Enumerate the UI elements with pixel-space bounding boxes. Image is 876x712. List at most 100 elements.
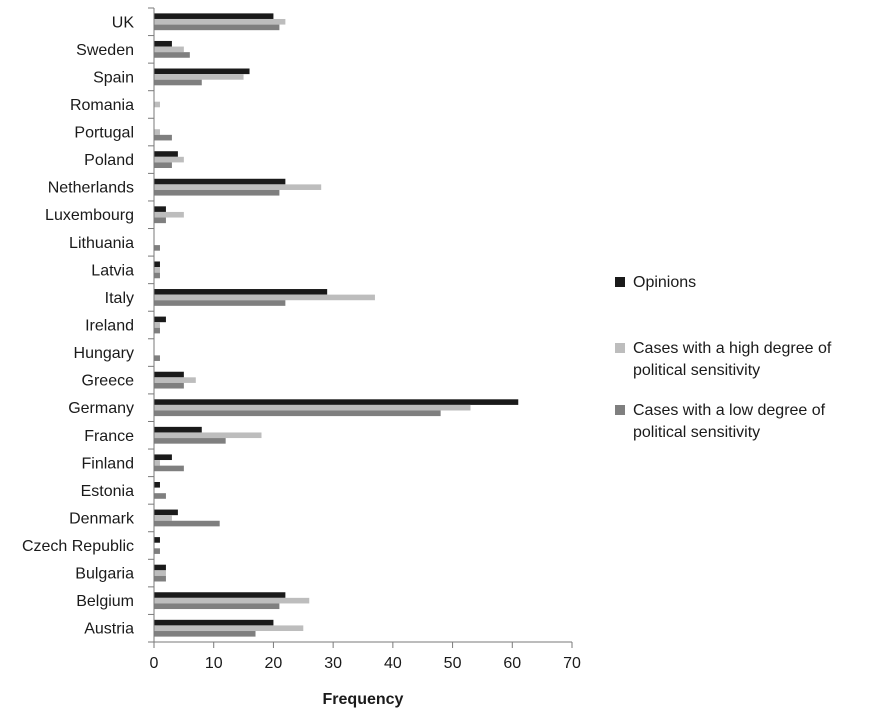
category-label-lithuania: Lithuania [69, 235, 134, 252]
bar-finland-series-1 [154, 454, 172, 461]
axes-layer: UK Sweden Spain Romania Portugal Poland Nether… [22, 7, 581, 672]
bar-france-series-2 [154, 432, 262, 439]
bar-germany-series-3 [154, 410, 441, 417]
bar-greece-series-1 [154, 371, 184, 378]
category-label-austria: Austria [84, 621, 134, 638]
category-label-belgium: Belgium [76, 593, 134, 610]
bar-france-series-1 [154, 426, 202, 433]
bar-denmark-series-3 [154, 520, 220, 527]
category-label-poland: Poland [84, 152, 134, 169]
bar-belgium-series-1 [154, 592, 286, 598]
bar-luxembourg-series-2 [154, 211, 184, 218]
category-label-luxembourg: Luxembourg [45, 207, 134, 224]
bar-luxembourg-series-3 [154, 217, 166, 224]
x-tick-label-0: 0 [150, 655, 159, 672]
category-label-spain: Spain [93, 69, 134, 86]
bar-uk-series-3 [154, 24, 280, 31]
bar-netherlands-series-3 [154, 189, 280, 196]
x-tick-label-30: 30 [324, 655, 342, 672]
category-label-ireland: Ireland [85, 318, 134, 335]
bar-czech-republic-series-3 [154, 548, 160, 554]
category-label-czech-republic: Czech Republic [22, 538, 134, 555]
bar-germany-series-1 [154, 399, 519, 405]
bar-denmark-series-1 [154, 509, 178, 516]
bar-sweden-series-1 [154, 40, 172, 47]
bar-spain-series-2 [154, 74, 244, 80]
x-tick-label-70: 70 [563, 655, 581, 672]
bar-spain-series-3 [154, 79, 202, 86]
bar-hungary-series-3 [154, 355, 160, 361]
bar-spain-series-1 [154, 68, 250, 75]
bar-uk-series-1 [154, 13, 274, 19]
x-tick-label-40: 40 [384, 655, 402, 672]
legend-item-high-sensitivity: Cases with a high degree of political se… [615, 338, 875, 382]
category-label-france: France [84, 428, 134, 445]
category-label-estonia: Estonia [81, 483, 134, 500]
category-label-hungary: Hungary [74, 345, 134, 362]
bar-poland-series-2 [154, 156, 184, 163]
bar-sweden-series-2 [154, 46, 184, 53]
bar-greece-series-3 [154, 382, 184, 389]
bar-latvia-series-3 [154, 272, 160, 279]
bar-latvia-series-2 [154, 267, 160, 273]
bar-czech-republic-series-1 [154, 537, 160, 543]
category-label-sweden: Sweden [76, 42, 134, 59]
legend-swatch-low-sensitivity [615, 405, 625, 415]
legend-swatch-opinions [615, 277, 625, 287]
bar-netherlands-series-2 [154, 184, 322, 190]
bar-poland-series-3 [154, 162, 172, 169]
legend-swatch-high-sensitivity [615, 343, 625, 353]
bar-portugal-series-2 [154, 129, 160, 135]
bar-italy-series-1 [154, 289, 328, 295]
bar-ireland-series-1 [154, 316, 166, 323]
legend-label-low-sensitivity: Cases with a low degree of political sen… [633, 402, 826, 441]
category-label-latvia: Latvia [91, 262, 134, 279]
bar-estonia-series-1 [154, 481, 160, 488]
bar-austria-series-1 [154, 619, 274, 626]
bar-lithuania-series-3 [154, 245, 160, 251]
bar-bulgaria-series-2 [154, 570, 166, 576]
bar-finland-series-3 [154, 465, 184, 472]
x-tick-label-10: 10 [205, 655, 223, 672]
category-label-portugal: Portugal [74, 125, 134, 142]
bar-germany-series-2 [154, 404, 471, 411]
legend-item-opinions: Opinions [615, 272, 696, 294]
bar-italy-series-3 [154, 300, 286, 306]
bar-italy-series-2 [154, 294, 375, 301]
bar-luxembourg-series-1 [154, 206, 166, 212]
category-label-uk: UK [112, 14, 135, 31]
x-tick-label-60: 60 [503, 655, 521, 672]
bar-poland-series-1 [154, 151, 178, 157]
bar-latvia-series-1 [154, 261, 160, 268]
bar-uk-series-2 [154, 18, 286, 25]
bar-estonia-series-3 [154, 493, 166, 499]
bar-belgium-series-3 [154, 603, 280, 610]
category-label-italy: Italy [105, 290, 134, 307]
bar-finland-series-2 [154, 460, 160, 466]
category-label-finland: Finland [82, 455, 134, 472]
bar-bulgaria-series-3 [154, 575, 166, 582]
bar-romania-series-2 [154, 101, 160, 108]
bar-portugal-series-3 [154, 134, 172, 141]
x-tick-label-20: 20 [265, 655, 283, 672]
bar-sweden-series-3 [154, 52, 190, 58]
bar-france-series-3 [154, 438, 226, 444]
legend-item-low-sensitivity: Cases with a low degree of political sen… [615, 400, 875, 444]
legend-label-high-sensitivity: Cases with a high degree of political se… [633, 340, 832, 379]
bar-bulgaria-series-1 [154, 564, 166, 571]
bar-ireland-series-3 [154, 327, 160, 334]
bar-ireland-series-2 [154, 322, 160, 328]
bar-austria-series-3 [154, 631, 256, 637]
category-label-germany: Germany [68, 400, 134, 417]
bar-netherlands-series-1 [154, 178, 286, 185]
x-axis-title: Frequency [323, 691, 404, 708]
category-label-netherlands: Netherlands [48, 180, 134, 197]
bar-austria-series-2 [154, 625, 304, 632]
bar-denmark-series-2 [154, 515, 172, 521]
category-label-romania: Romania [70, 97, 134, 114]
bars-layer [154, 13, 519, 637]
bar-greece-series-2 [154, 377, 196, 383]
x-tick-label-50: 50 [444, 655, 462, 672]
category-label-bulgaria: Bulgaria [75, 566, 134, 583]
